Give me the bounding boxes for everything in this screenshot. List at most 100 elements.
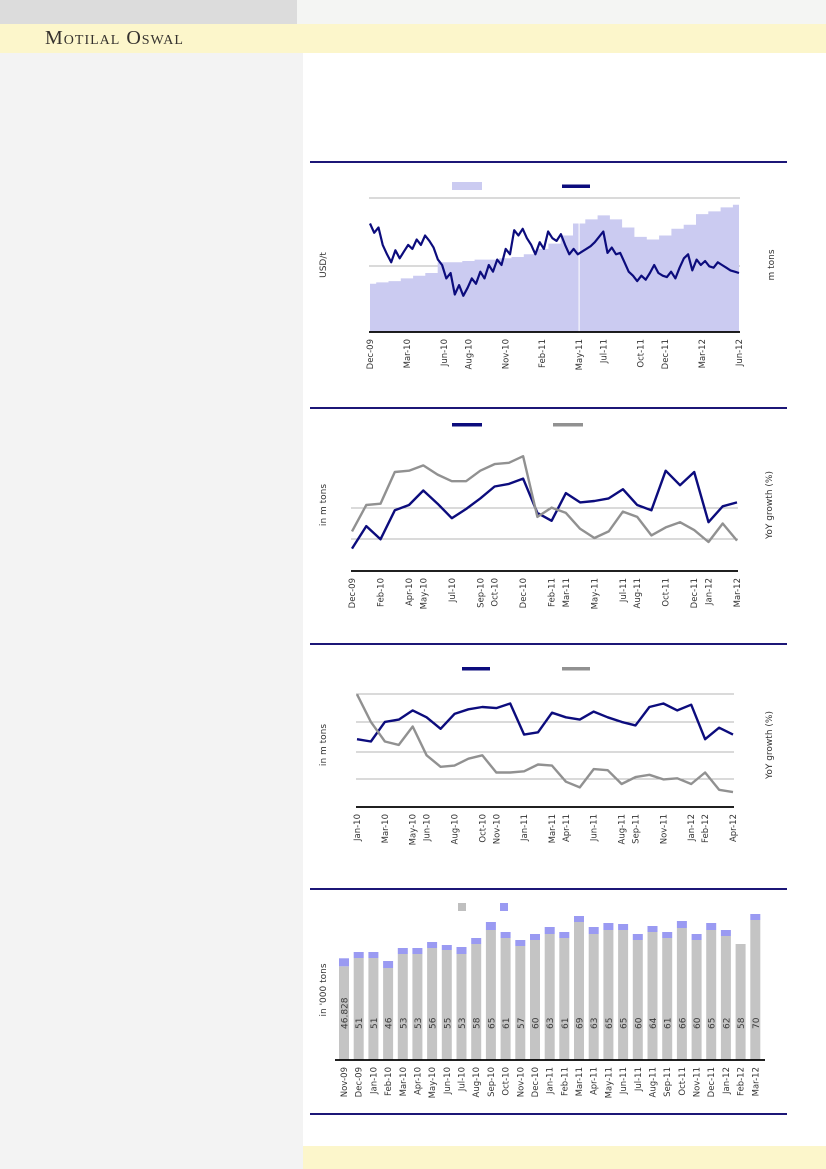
bar-cap (588, 927, 599, 934)
x-tick-label: Oct-11 (678, 1067, 688, 1096)
line-series (356, 702, 734, 743)
chart-section-price-volume: Dec-09 Mar-10 Jun-10 Aug-10 Nov-10 Feb-11 May-… (310, 161, 787, 407)
x-tick-label: Jan-11 (520, 814, 530, 842)
x-tick-label: Jan-10 (369, 1067, 379, 1095)
bar-value-label: 60 (693, 1017, 703, 1029)
bottom-rule (310, 1113, 787, 1115)
bar (368, 958, 379, 1060)
bar-cap (618, 924, 629, 930)
bar (383, 968, 394, 1060)
bar (339, 966, 349, 1060)
x-tick-label: Apr-10 (413, 1067, 423, 1095)
bar-value-label: 56 (429, 1017, 439, 1029)
x-tick-label: Apr-12 (729, 814, 739, 842)
x-tick-label: Apr-10 (405, 578, 415, 606)
bar-cap (544, 927, 555, 934)
x-tick-label: Jul-10 (448, 578, 458, 603)
x-tick-label: Feb-11 (548, 578, 558, 607)
bar-cap (339, 958, 349, 967)
bottom-cream-band (303, 1146, 826, 1169)
x-tick-label: Mar-10 (381, 814, 391, 843)
bar-value-label: 58 (473, 1017, 483, 1029)
bar-value-label: 70 (752, 1017, 762, 1029)
x-tick-label: Apr-11 (590, 1067, 600, 1095)
x-tick-label: Oct-11 (662, 578, 672, 607)
bar (471, 944, 482, 1060)
bar-value-label: 58 (737, 1017, 747, 1029)
x-tick-label: Aug-11 (618, 814, 628, 844)
bar-cap (456, 947, 467, 954)
legend-swatch (452, 182, 482, 190)
x-tick-label: Mar-11 (548, 814, 558, 843)
x-tick-label: Oct-10 (491, 578, 501, 607)
bar (588, 934, 599, 1060)
x-tick-label: Feb-12 (737, 1067, 747, 1096)
bar-value-label: 60 (634, 1017, 644, 1029)
bar (559, 938, 570, 1060)
bar-value-label: 63 (590, 1018, 600, 1029)
bar (500, 938, 511, 1060)
bar-cap (353, 952, 364, 958)
bar-value-label: 61 (664, 1018, 674, 1029)
x-tick-label: Jul-10 (458, 1067, 468, 1092)
legend-swatch (500, 903, 508, 911)
bar-cap (441, 945, 452, 950)
bar-cap (632, 934, 643, 940)
y-axis-title-left: in m tons (319, 724, 329, 766)
brand-logo: Motilal Oswal (45, 27, 184, 49)
x-tick-label: Nov-11 (659, 814, 669, 844)
x-tick-label: Dec-09 (366, 339, 376, 369)
chart-trend-2-canvas: Jan-10 Mar-10 May-10 Jun-10 Aug-10 Oct-10 Nov-… (319, 667, 775, 845)
x-tick-label: Dec-11 (690, 578, 700, 608)
x-tick-label: Jan-12 (722, 1067, 732, 1095)
x-tick-label: Oct-10 (478, 814, 488, 843)
bar (441, 950, 452, 1060)
line-series (368, 223, 740, 297)
bar (515, 946, 526, 1060)
bar-value-label: 63 (546, 1018, 556, 1029)
bar-value-label: 61 (561, 1018, 571, 1029)
x-tick-label: Jan-10 (353, 814, 363, 842)
area-series (370, 204, 739, 332)
x-tick-label: Aug-11 (649, 1067, 659, 1097)
brand-band: Motilal Oswal (0, 24, 826, 53)
x-tick-label: Nov-10 (516, 1067, 526, 1097)
x-tick-label: Nov-09 (340, 1067, 350, 1097)
bar (412, 954, 423, 1060)
x-tick-label: Nov-11 (693, 1067, 703, 1097)
bar-value-label: 66 (678, 1017, 688, 1029)
legend-swatch (562, 184, 590, 188)
bar-cap (412, 948, 423, 954)
bar-cap (603, 923, 614, 930)
bar-cap (383, 961, 394, 968)
bar-cap (720, 930, 731, 936)
bar-cap (662, 932, 673, 938)
x-tick-label: Mar-10 (403, 339, 413, 368)
line-series (350, 469, 738, 550)
bar (750, 920, 761, 1060)
x-tick-label: Jul-11 (600, 339, 610, 364)
bar (353, 958, 364, 1060)
bar-cap (676, 921, 687, 928)
x-tick-label: Oct-10 (502, 1067, 512, 1096)
chart-section-trend-1: Dec-09 Feb-10 Apr-10 May-10 Jul-10 Sep-10 Oct-… (310, 407, 787, 643)
y-axis-title-right: YoY growth (%) (765, 471, 775, 540)
x-tick-label: Dec-09 (355, 1067, 365, 1097)
x-tick-label: May-10 (409, 814, 419, 845)
x-tick-label: Feb-10 (377, 578, 387, 607)
bar-value-label: 53 (414, 1018, 424, 1029)
bar (632, 940, 643, 1060)
bar-cap (706, 923, 717, 930)
x-tick-label: Apr-11 (562, 814, 572, 842)
y-axis-title-right: YoY growth (%) (765, 711, 775, 780)
chart-section-trend-2: Jan-10 Mar-10 May-10 Jun-10 Aug-10 Oct-10 Nov-… (310, 643, 787, 888)
y-axis-title-left: USD/t (319, 252, 329, 278)
legend-swatch (458, 903, 466, 911)
bar (530, 940, 540, 1060)
bar-cap (647, 926, 658, 932)
bar-value-label: 53 (458, 1018, 468, 1029)
bar-value-label: 62 (722, 1018, 732, 1029)
y-axis-title-right: m tons (767, 249, 777, 280)
y-axis-title-left: in m tons (319, 484, 329, 526)
legend-swatch (452, 423, 482, 427)
